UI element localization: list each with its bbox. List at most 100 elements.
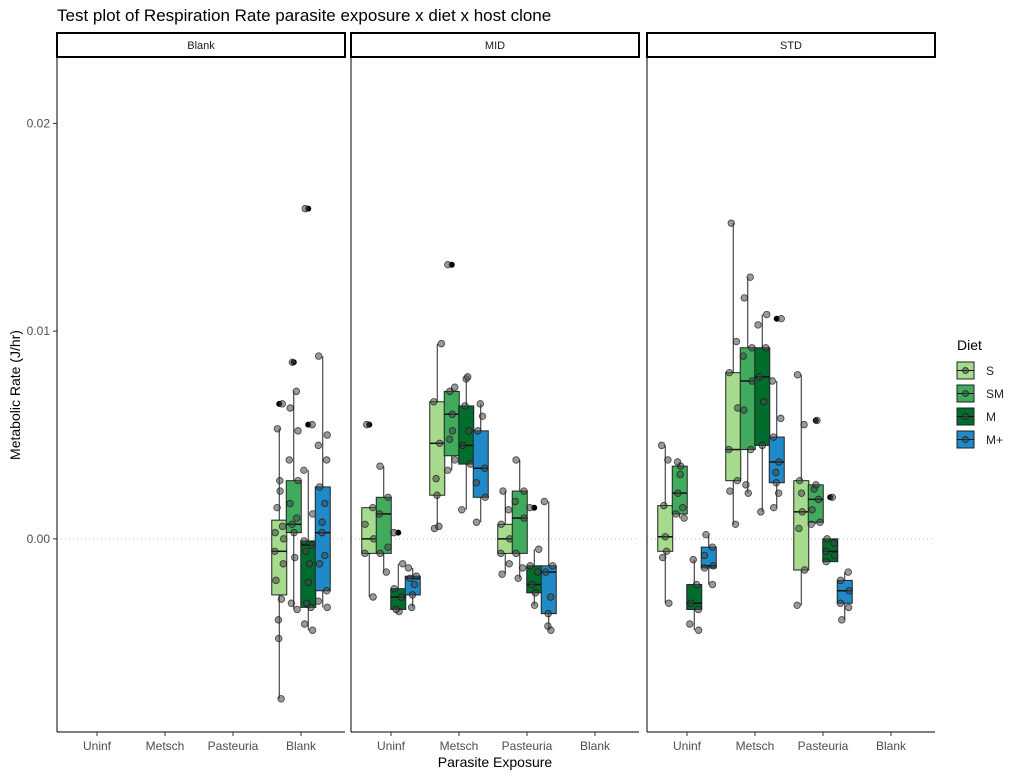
- data-point: [433, 491, 441, 499]
- data-point: [768, 377, 777, 385]
- data-point: [300, 537, 308, 545]
- data-point: [308, 541, 316, 549]
- data-point: [676, 470, 684, 479]
- box-mid-pasteuria-sm: [511, 456, 528, 583]
- data-point: [770, 503, 778, 512]
- data-point: [526, 562, 534, 570]
- data-point: [278, 400, 286, 408]
- data-point: [288, 358, 297, 367]
- box-mid-uninf-mplus: [404, 564, 421, 612]
- data-point: [725, 445, 733, 454]
- data-point: [700, 551, 709, 560]
- legend-key-point: [962, 367, 969, 374]
- data-point: [687, 599, 695, 607]
- data-point: [292, 514, 301, 522]
- data-point: [406, 574, 414, 583]
- data-point: [277, 695, 285, 703]
- data-point: [731, 520, 740, 529]
- box-body: [511, 490, 528, 554]
- marks: [271, 204, 853, 703]
- box-mid-metsch-m: [458, 373, 475, 514]
- data-point: [535, 545, 543, 553]
- box-std-pasteuria-m: [822, 493, 839, 566]
- data-point: [838, 616, 846, 624]
- data-point: [748, 344, 756, 352]
- data-point: [504, 506, 513, 514]
- box-blank-blank-m: [300, 204, 317, 634]
- data-point: [407, 603, 416, 612]
- data-point: [458, 506, 466, 514]
- data-point: [271, 528, 279, 537]
- box-std-metsch-s: [725, 219, 742, 529]
- data-point: [446, 387, 454, 396]
- data-point: [323, 431, 331, 439]
- data-point: [430, 398, 438, 406]
- data-point: [740, 406, 748, 414]
- data-point: [836, 599, 845, 607]
- data-point: [812, 481, 820, 489]
- data-point: [435, 439, 444, 448]
- data-point: [285, 456, 293, 464]
- data-point: [540, 497, 549, 506]
- box-std-uninf-m: [686, 555, 703, 634]
- box-std-pasteuria-s: [793, 371, 810, 610]
- box-body: [458, 405, 475, 465]
- legend-label: SM: [986, 387, 1004, 401]
- data-point: [288, 520, 296, 529]
- legend: Diet S SM M M+: [956, 337, 1004, 449]
- data-point: [777, 414, 785, 423]
- axes: Uninf Metsch Pasteuria Blank Uninf Metsch Past…: [27, 57, 935, 753]
- data-point: [658, 553, 667, 562]
- data-point: [692, 580, 701, 589]
- data-point: [390, 528, 398, 537]
- box-std-uninf-s: [657, 441, 674, 607]
- box-std-metsch-sm: [739, 273, 756, 497]
- data-point: [694, 605, 703, 614]
- data-point: [793, 371, 802, 379]
- box-mid-pasteuria-mplus: [540, 497, 557, 634]
- data-point: [272, 576, 280, 585]
- data-point: [304, 578, 313, 587]
- legend-label: S: [986, 364, 994, 378]
- data-point: [315, 560, 324, 568]
- legend-title: Diet: [957, 337, 982, 353]
- data-point: [305, 560, 314, 568]
- data-point: [759, 398, 768, 406]
- data-point: [300, 466, 308, 475]
- data-point: [836, 576, 845, 585]
- data-point: [680, 514, 688, 522]
- box-std-uninf-sm: [671, 458, 688, 522]
- legend-key-point: [962, 413, 969, 420]
- data-point: [363, 420, 371, 429]
- data-point: [390, 584, 398, 593]
- data-point: [301, 204, 309, 213]
- data-point: [665, 599, 673, 607]
- data-point: [548, 562, 557, 570]
- data-point: [808, 506, 816, 514]
- data-point: [660, 501, 668, 510]
- box-std-metsch-mplus: [768, 314, 785, 512]
- data-point: [435, 522, 443, 531]
- data-point: [276, 487, 284, 495]
- box-body: [754, 347, 771, 446]
- box-body: [361, 507, 378, 554]
- data-point: [279, 560, 287, 568]
- box-std-metsch-m: [754, 310, 771, 516]
- data-point: [315, 483, 324, 491]
- data-point: [273, 425, 282, 433]
- box-mid-metsch-mplus: [472, 400, 489, 526]
- data-point: [274, 616, 283, 624]
- data-point: [798, 508, 807, 516]
- x-tick-label: Blank: [286, 739, 317, 753]
- facet-strip-mid: [350, 32, 640, 58]
- data-point: [290, 528, 298, 537]
- data-point: [726, 487, 734, 495]
- box-mid-uninf-sm: [375, 462, 392, 576]
- data-point: [369, 593, 377, 601]
- data-point: [472, 518, 481, 526]
- data-point: [511, 497, 519, 506]
- data-point: [294, 427, 302, 435]
- data-point: [531, 589, 540, 597]
- y-tick-label: 0.02: [27, 116, 51, 130]
- data-point: [303, 599, 311, 607]
